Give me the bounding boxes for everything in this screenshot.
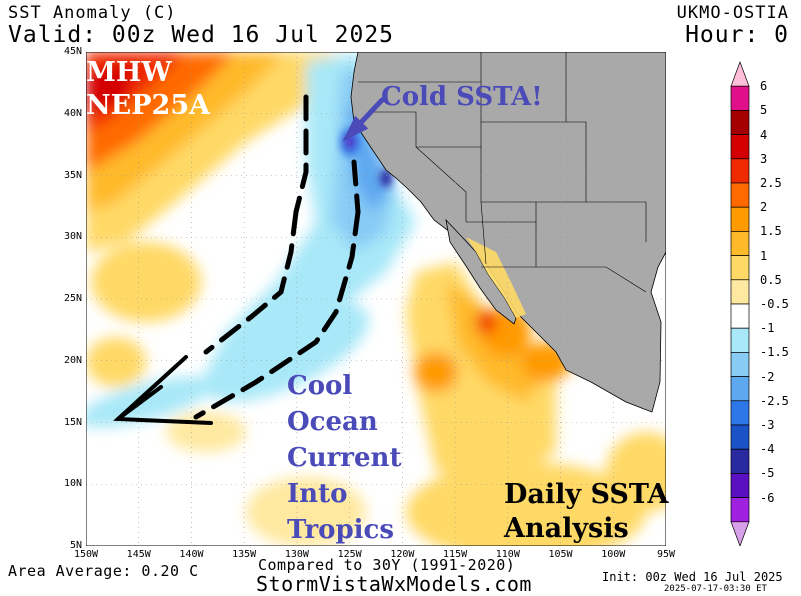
current-label-line: Into xyxy=(287,479,348,509)
colorbar-segment xyxy=(730,400,750,426)
longitude-tick-label: 100W xyxy=(601,549,626,560)
current-label-line: Cool xyxy=(287,371,353,401)
colorbar-tick-label: -1.5 xyxy=(760,345,789,360)
color-scale-bar xyxy=(730,60,750,546)
colorbar-segment xyxy=(730,327,750,353)
colorbar-tick-label: -5 xyxy=(760,466,775,481)
colorbar-segment xyxy=(730,134,750,160)
anomaly-field xyxy=(86,52,666,546)
valid-time-label: Valid: 00z Wed 16 Jul 2025 xyxy=(8,22,395,48)
init-time-label: Init: 00z Wed 16 Jul 2025 xyxy=(602,570,783,584)
colorbar-tick-label: -2.5 xyxy=(760,393,789,408)
longitude-tick-label: 115W xyxy=(443,549,468,560)
colorbar-tick-label: 5 xyxy=(760,103,768,118)
colorbar-tick-label: -0.5 xyxy=(760,297,789,311)
colorbar-tick-label: -4 xyxy=(760,442,775,457)
map-variable-title: SST Anomaly (C) xyxy=(8,3,177,23)
colorbar-tick-label: 1.5 xyxy=(760,224,782,239)
colorbar-tick-label: 1 xyxy=(760,248,768,263)
mhw-label-line: MHW xyxy=(86,57,172,88)
longitude-tick-label: 145W xyxy=(126,549,151,560)
current-label-line: Current xyxy=(287,443,402,473)
longitude-tick-label: 125W xyxy=(337,549,362,560)
baja-peninsula xyxy=(445,218,517,325)
colorbar-segment xyxy=(730,279,750,305)
cold-ssta-label: Cold SSTA! xyxy=(381,82,543,112)
analysis-label-line: Analysis xyxy=(504,513,629,544)
map-canvas xyxy=(86,52,666,546)
longitude-tick-label: 140W xyxy=(179,549,204,560)
colorbar-segment xyxy=(730,182,750,208)
colorbar-segment xyxy=(730,352,750,377)
colorbar-tick-label: 3 xyxy=(760,151,768,166)
latitude-tick-label: 40N xyxy=(63,107,82,119)
colorbar-tick-label: -2 xyxy=(760,369,775,384)
colorbar-top-triangle xyxy=(730,60,750,87)
colorbar-tick-label: 6 xyxy=(760,79,768,94)
longitude-tick-label: 95W xyxy=(656,549,676,560)
latitude-tick-label: 45N xyxy=(63,46,82,57)
area-average-label: Area Average: 0.20 C xyxy=(8,562,199,580)
generated-timestamp: 2025-07-17-03:30 ET xyxy=(664,584,767,594)
cool-current-label: Cool Ocean Current Into Tropics xyxy=(287,368,401,548)
colorbar-segment xyxy=(730,206,750,232)
latitude-tick-label: 10N xyxy=(63,478,82,490)
climatology-label: Compared to 30Y (1991-2020) xyxy=(258,556,516,574)
colorbar-tick-label: -6 xyxy=(760,490,775,505)
current-arrows xyxy=(193,94,361,420)
current-label-line: Ocean xyxy=(287,407,378,437)
colorbar-segment xyxy=(730,255,750,281)
colorbar-segment xyxy=(730,424,750,450)
latitude-tick-label: 25N xyxy=(63,293,82,304)
colorbar-segment xyxy=(730,303,750,329)
model-name-label: UKMO-OSTIA xyxy=(676,3,789,23)
longitude-tick-label: 110W xyxy=(495,549,520,560)
analysis-label-line: Daily SSTA xyxy=(504,479,669,510)
colorbar-tick-label: 4 xyxy=(760,127,768,142)
website-credit: StormVistaWxModels.com xyxy=(256,572,532,596)
colorbar-segment xyxy=(730,158,750,184)
latitude-tick-label: 30N xyxy=(63,231,82,243)
colorbar-segment xyxy=(730,473,750,498)
colorbar-segment xyxy=(730,231,750,256)
sst-anomaly-map xyxy=(86,52,666,546)
current-label-line: Tropics xyxy=(287,515,395,545)
marine-heatwave-label: MHW NEP25A xyxy=(86,56,210,122)
colorbar-tick-label: 2 xyxy=(760,200,768,215)
current-arrowhead xyxy=(113,355,213,425)
latitude-tick-label: 15N xyxy=(63,416,82,428)
cold-ssta-arrow xyxy=(342,97,385,142)
forecast-hour-label: Hour: 0 xyxy=(685,22,789,48)
colorbar-segment xyxy=(730,376,750,402)
colorbar-segment xyxy=(730,85,750,111)
longitude-tick-label: 105W xyxy=(548,549,573,560)
colorbar-segment xyxy=(730,497,750,523)
latitude-tick-label: 5N xyxy=(69,540,82,551)
latitude-tick-label: 35N xyxy=(63,169,82,181)
state-borders xyxy=(358,52,647,293)
graticule xyxy=(86,52,666,546)
colorbar-bottom-triangle xyxy=(730,521,750,546)
longitude-tick-label: 135W xyxy=(232,549,257,560)
nep25a-label-line: NEP25A xyxy=(86,90,211,121)
colorbar-tick-label: -3 xyxy=(760,418,775,432)
colorbar-tick-label: -1 xyxy=(760,321,775,336)
longitude-tick-label: 150W xyxy=(73,549,99,560)
latitude-tick-label: 20N xyxy=(63,354,82,366)
colorbar-segment xyxy=(730,110,750,135)
colorbar-segment xyxy=(730,448,750,474)
longitude-tick-label: 120W xyxy=(390,549,415,560)
colorbar-tick-label: 0.5 xyxy=(760,272,782,287)
colorbar-tick-label: 2.5 xyxy=(760,176,782,190)
daily-analysis-label: Daily SSTA Analysis xyxy=(504,478,668,546)
longitude-tick-label: 130W xyxy=(284,549,309,560)
